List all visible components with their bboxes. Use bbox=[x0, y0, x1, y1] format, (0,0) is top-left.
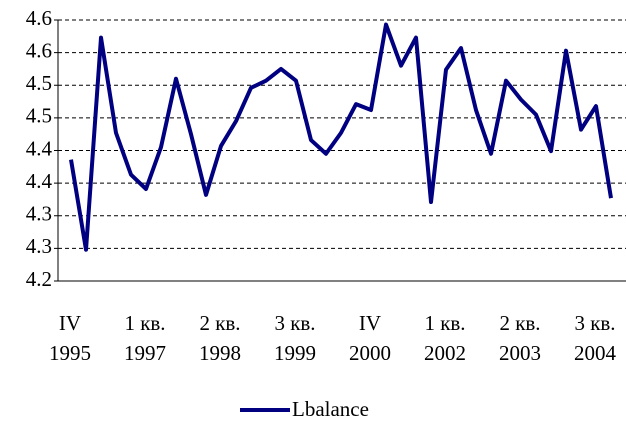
y-tick-label: 4.3 bbox=[26, 202, 52, 226]
data-line bbox=[69, 22, 613, 252]
x-tick-label: 3 кв. 1999 bbox=[274, 311, 316, 365]
x-tick-label: IV 2000 bbox=[349, 311, 391, 365]
y-tick-label: 4.5 bbox=[26, 71, 52, 95]
y-tick-label: 4.6 bbox=[26, 38, 52, 62]
legend-label: Lbalance bbox=[292, 397, 369, 421]
x-tick-label: 3 кв. 2004 bbox=[574, 311, 616, 365]
y-tick-label: 4.2 bbox=[26, 267, 52, 291]
y-tick-label: 4.4 bbox=[26, 136, 53, 160]
x-tick-label: 2 кв. 2003 bbox=[499, 311, 541, 365]
x-tick-label: 2 кв. 1998 bbox=[199, 311, 241, 365]
y-tick-label: 4.4 bbox=[26, 169, 53, 193]
y-tick-label: 4.6 bbox=[26, 6, 52, 30]
y-tick-label: 4.5 bbox=[26, 104, 52, 128]
x-tick-label: IV 1995 bbox=[49, 311, 91, 365]
x-tick-label: 1 кв. 1997 bbox=[124, 311, 166, 365]
y-tick-label: 4.3 bbox=[26, 234, 52, 258]
x-tick-label: 1 кв. 2002 bbox=[424, 311, 466, 365]
